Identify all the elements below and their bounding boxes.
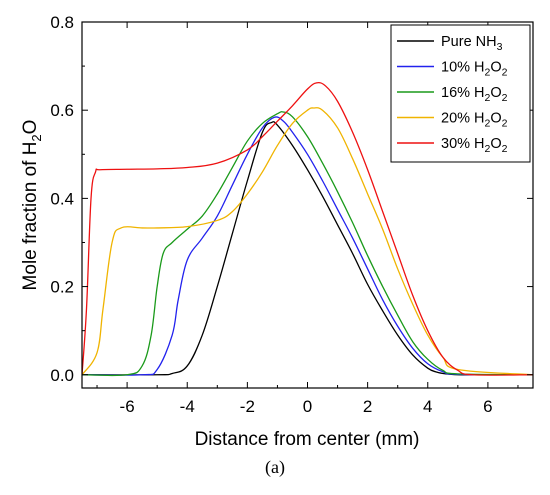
- legend-label-part: 2: [502, 143, 508, 155]
- legend-label-part: O: [490, 60, 501, 76]
- series-line-4: [82, 107, 533, 376]
- legend-label: 10% H2O2: [441, 60, 508, 79]
- series-line-3: [82, 111, 533, 377]
- y-tick-label: 0.4: [50, 189, 74, 208]
- legend-label-part: 2: [485, 92, 491, 104]
- series-line-5: [82, 81, 533, 376]
- y-tick-label: 0.8: [50, 13, 74, 32]
- x-tick-label: -2: [240, 397, 255, 416]
- x-tick-label: -6: [120, 397, 135, 416]
- y-axis-title: Mole fraction of H2O: [20, 120, 44, 291]
- x-tick-label: 6: [483, 397, 492, 416]
- x-axis: -6 -4 -2 0 2 4 6: [96, 22, 519, 416]
- x-axis-title: Distance from center (mm): [195, 429, 420, 450]
- legend-label-part: 30% H: [441, 136, 485, 152]
- legend-label: 20% H2O2: [441, 111, 508, 130]
- y-tick-label: 0.0: [50, 366, 74, 385]
- y-axis: 0.0 0.2 0.4 0.6 0.8: [50, 13, 533, 385]
- legend-label-part: 2: [502, 118, 508, 130]
- legend-label-part: O: [490, 111, 501, 127]
- y-tick-label: 0.2: [50, 278, 74, 297]
- legend-box: [390, 24, 531, 163]
- legend-label-part: O: [490, 85, 501, 101]
- legend-label-part: 2: [485, 118, 491, 130]
- legend-label-part: Pure NH: [441, 34, 497, 50]
- y-tick-label: 0.6: [50, 101, 74, 120]
- x-tick-label: -4: [180, 397, 195, 416]
- legend-label-part: 20% H: [441, 111, 485, 127]
- x-tick-label: 2: [363, 397, 372, 416]
- legend-label-part: 2: [485, 143, 491, 155]
- legend-label-part: 10% H: [441, 60, 485, 76]
- series-line-1: [82, 121, 533, 376]
- series-layer: [82, 81, 533, 377]
- legend-label: 16% H2O2: [441, 85, 508, 104]
- x-tick-label: 4: [423, 397, 432, 416]
- legend-label-part: O: [490, 136, 501, 152]
- legend-label: 30% H2O2: [441, 136, 508, 155]
- legend-label-part: 2: [485, 67, 491, 79]
- legend-label: Pure NH3: [441, 34, 503, 53]
- x-tick-label: 0: [303, 397, 312, 416]
- legend-label-part: 2: [502, 92, 508, 104]
- legend-label-part: 16% H: [441, 85, 485, 101]
- panel-label: (a): [265, 457, 285, 478]
- legend-label-part: 2: [502, 67, 508, 79]
- series-line-2: [82, 116, 533, 376]
- legend-label-part: 3: [497, 41, 503, 53]
